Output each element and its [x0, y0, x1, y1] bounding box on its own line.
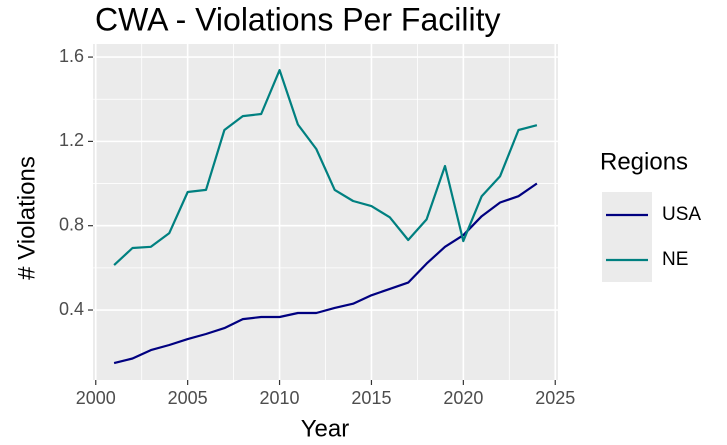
y-tick-label: 1.2 — [59, 130, 84, 150]
x-tick-label: 2025 — [535, 388, 575, 408]
legend-title: Regions — [600, 148, 688, 175]
legend-keys — [602, 192, 652, 282]
y-axis-label: # Violations — [13, 156, 40, 280]
x-tick-label: 2000 — [76, 388, 116, 408]
x-tick-label: 2005 — [168, 388, 208, 408]
legend-label: USA — [662, 204, 701, 225]
x-tick-label: 2020 — [443, 388, 483, 408]
x-axis-label: Year — [301, 415, 350, 442]
x-tick-label: 2010 — [260, 388, 300, 408]
y-tick-label: 1.6 — [59, 46, 84, 66]
x-tick-label: 2015 — [351, 388, 391, 408]
chart-title: CWA - Violations Per Facility — [95, 1, 500, 37]
y-tick-label: 0.8 — [59, 214, 84, 234]
line — [113, 69, 538, 266]
legend-label: NE — [662, 249, 688, 270]
y-tick-label: 0.4 — [59, 299, 84, 319]
